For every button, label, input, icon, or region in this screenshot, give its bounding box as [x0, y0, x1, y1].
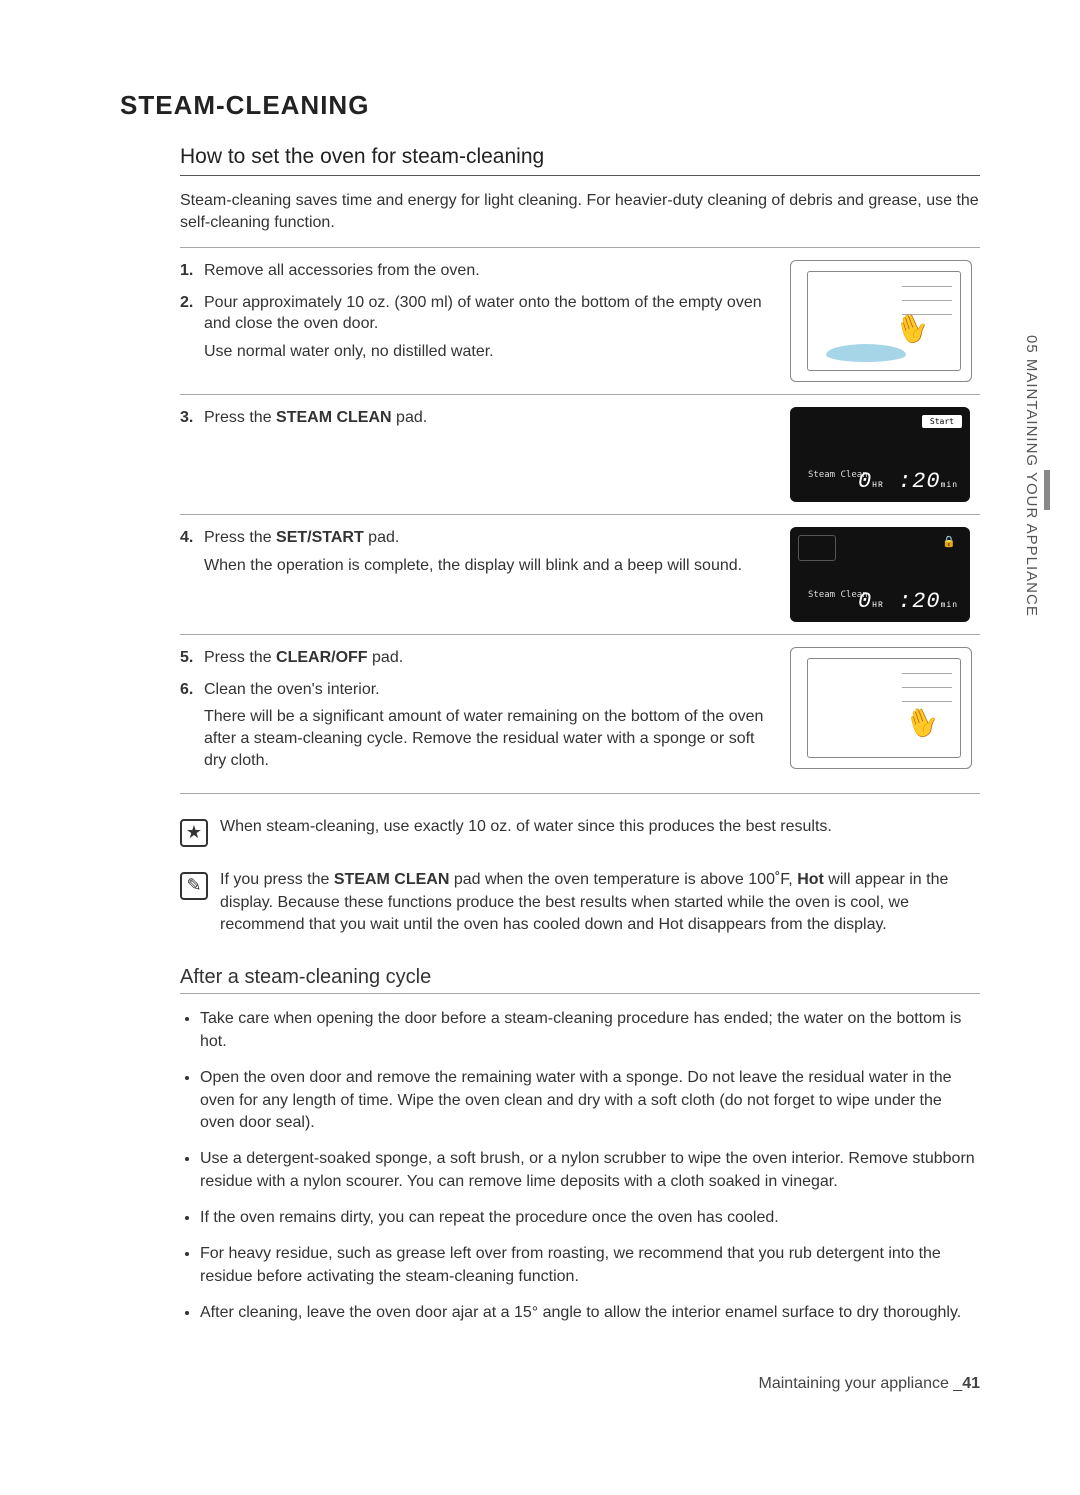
step-text: 5. Press the CLEAR/OFF pad. 6. Clean the… — [180, 647, 790, 781]
after-cycle-heading: After a steam-cleaning cycle — [120, 966, 980, 989]
intro-paragraph: Steam-cleaning saves time and energy for… — [120, 190, 980, 233]
step-body: Clean the oven's interior. There will be… — [204, 679, 778, 771]
illustration-wipe-oven: ✋ — [790, 647, 980, 781]
step-body: Press the SET/START pad. When the operat… — [204, 527, 778, 576]
list-item: Open the oven door and remove the remain… — [200, 1067, 980, 1134]
oven-light-indicator — [798, 535, 836, 561]
star-icon: ★ — [180, 816, 220, 847]
hand-wipe-icon: ✋ — [901, 701, 945, 744]
bold-hot: Hot — [797, 871, 824, 888]
illustration-display-start: Start Steam Clean 0HR :20min — [790, 407, 980, 502]
step-body: Press the STEAM CLEAN pad. — [204, 407, 778, 429]
list-item: If the oven remains dirty, you can repea… — [200, 1207, 980, 1229]
step-item: 5. Press the CLEAR/OFF pad. — [180, 647, 778, 669]
step-block-4: 5. Press the CLEAR/OFF pad. 6. Clean the… — [180, 634, 980, 794]
bold-pad-name: STEAM CLEAN — [276, 409, 392, 426]
step-body: Remove all accessories from the oven. — [204, 260, 778, 282]
section-side-tab: 05 MAINTAINING YOUR APPLIANCE — [1023, 335, 1040, 617]
steps-container: 1. Remove all accessories from the oven.… — [180, 247, 980, 794]
lock-icon: 🔒 — [942, 535, 956, 548]
after-bullet-list: Take care when opening the door before a… — [180, 1008, 980, 1324]
bold-pad-name: CLEAR/OFF — [276, 649, 368, 666]
note-tip: ✎ If you press the STEAM CLEAN pad when … — [180, 869, 980, 936]
page-number: 41 — [962, 1375, 980, 1392]
bold-pad-name: STEAM CLEAN — [334, 871, 450, 888]
divider — [180, 175, 980, 176]
step-block-2: 3. Press the STEAM CLEAN pad. Start Stea… — [180, 394, 980, 514]
step-block-3: 4. Press the SET/START pad. When the ope… — [180, 514, 980, 634]
divider — [180, 993, 980, 994]
step-text-line: Pour approximately 10 oz. (300 ml) of wa… — [204, 294, 762, 333]
subsection-heading: How to set the oven for steam-cleaning — [120, 145, 980, 169]
step-item: 3. Press the STEAM CLEAN pad. — [180, 407, 778, 429]
footer-text: Maintaining your appliance _ — [759, 1375, 963, 1392]
step-body: Press the CLEAR/OFF pad. — [204, 647, 778, 669]
illustration-pour-water: ✋ — [790, 260, 980, 382]
step-subtext: Use normal water only, no distilled wate… — [204, 341, 778, 363]
display-time: 0HR :20min — [858, 589, 958, 614]
section-heading: STEAM-CLEANING — [120, 90, 980, 121]
manual-page: 05 MAINTAINING YOUR APPLIANCE STEAM-CLEA… — [0, 0, 1080, 1453]
display-time: 0HR :20min — [858, 469, 958, 494]
step-item: 6. Clean the oven's interior. There will… — [180, 679, 778, 771]
step-number: 2. — [180, 292, 204, 363]
list-item: For heavy residue, such as grease left o… — [200, 1243, 980, 1288]
water-puddle-icon — [826, 344, 906, 362]
step-text: 3. Press the STEAM CLEAN pad. — [180, 407, 790, 502]
note-star: ★ When steam-cleaning, use exactly 10 oz… — [180, 816, 980, 847]
step-number: 6. — [180, 679, 204, 771]
step-item: 2. Pour approximately 10 oz. (300 ml) of… — [180, 292, 778, 363]
illustration-display-locked: 🔒 Steam Clean 0HR :20min — [790, 527, 980, 622]
list-item: Take care when opening the door before a… — [200, 1008, 980, 1053]
step-subtext: When the operation is complete, the disp… — [204, 555, 778, 577]
step-number: 3. — [180, 407, 204, 429]
note-icon: ✎ — [180, 869, 220, 936]
start-button-indicator: Start — [922, 415, 962, 428]
bold-pad-name: SET/START — [276, 529, 364, 546]
step-item: 1. Remove all accessories from the oven. — [180, 260, 778, 282]
step-item: 4. Press the SET/START pad. When the ope… — [180, 527, 778, 576]
side-tab-marker — [1044, 470, 1050, 510]
step-text: 4. Press the SET/START pad. When the ope… — [180, 527, 790, 622]
step-number: 4. — [180, 527, 204, 576]
step-number: 5. — [180, 647, 204, 669]
note-text: When steam-cleaning, use exactly 10 oz. … — [220, 816, 832, 847]
page-footer: Maintaining your appliance _41 — [120, 1375, 980, 1393]
step-body: Pour approximately 10 oz. (300 ml) of wa… — [204, 292, 778, 363]
step-block-1: 1. Remove all accessories from the oven.… — [180, 247, 980, 394]
list-item: After cleaning, leave the oven door ajar… — [200, 1302, 980, 1324]
step-subtext: There will be a significant amount of wa… — [204, 706, 778, 771]
step-text-line: Clean the oven's interior. — [204, 681, 380, 698]
note-text: If you press the STEAM CLEAN pad when th… — [220, 869, 980, 936]
step-text: 1. Remove all accessories from the oven.… — [180, 260, 790, 382]
step-number: 1. — [180, 260, 204, 282]
list-item: Use a detergent-soaked sponge, a soft br… — [200, 1148, 980, 1193]
